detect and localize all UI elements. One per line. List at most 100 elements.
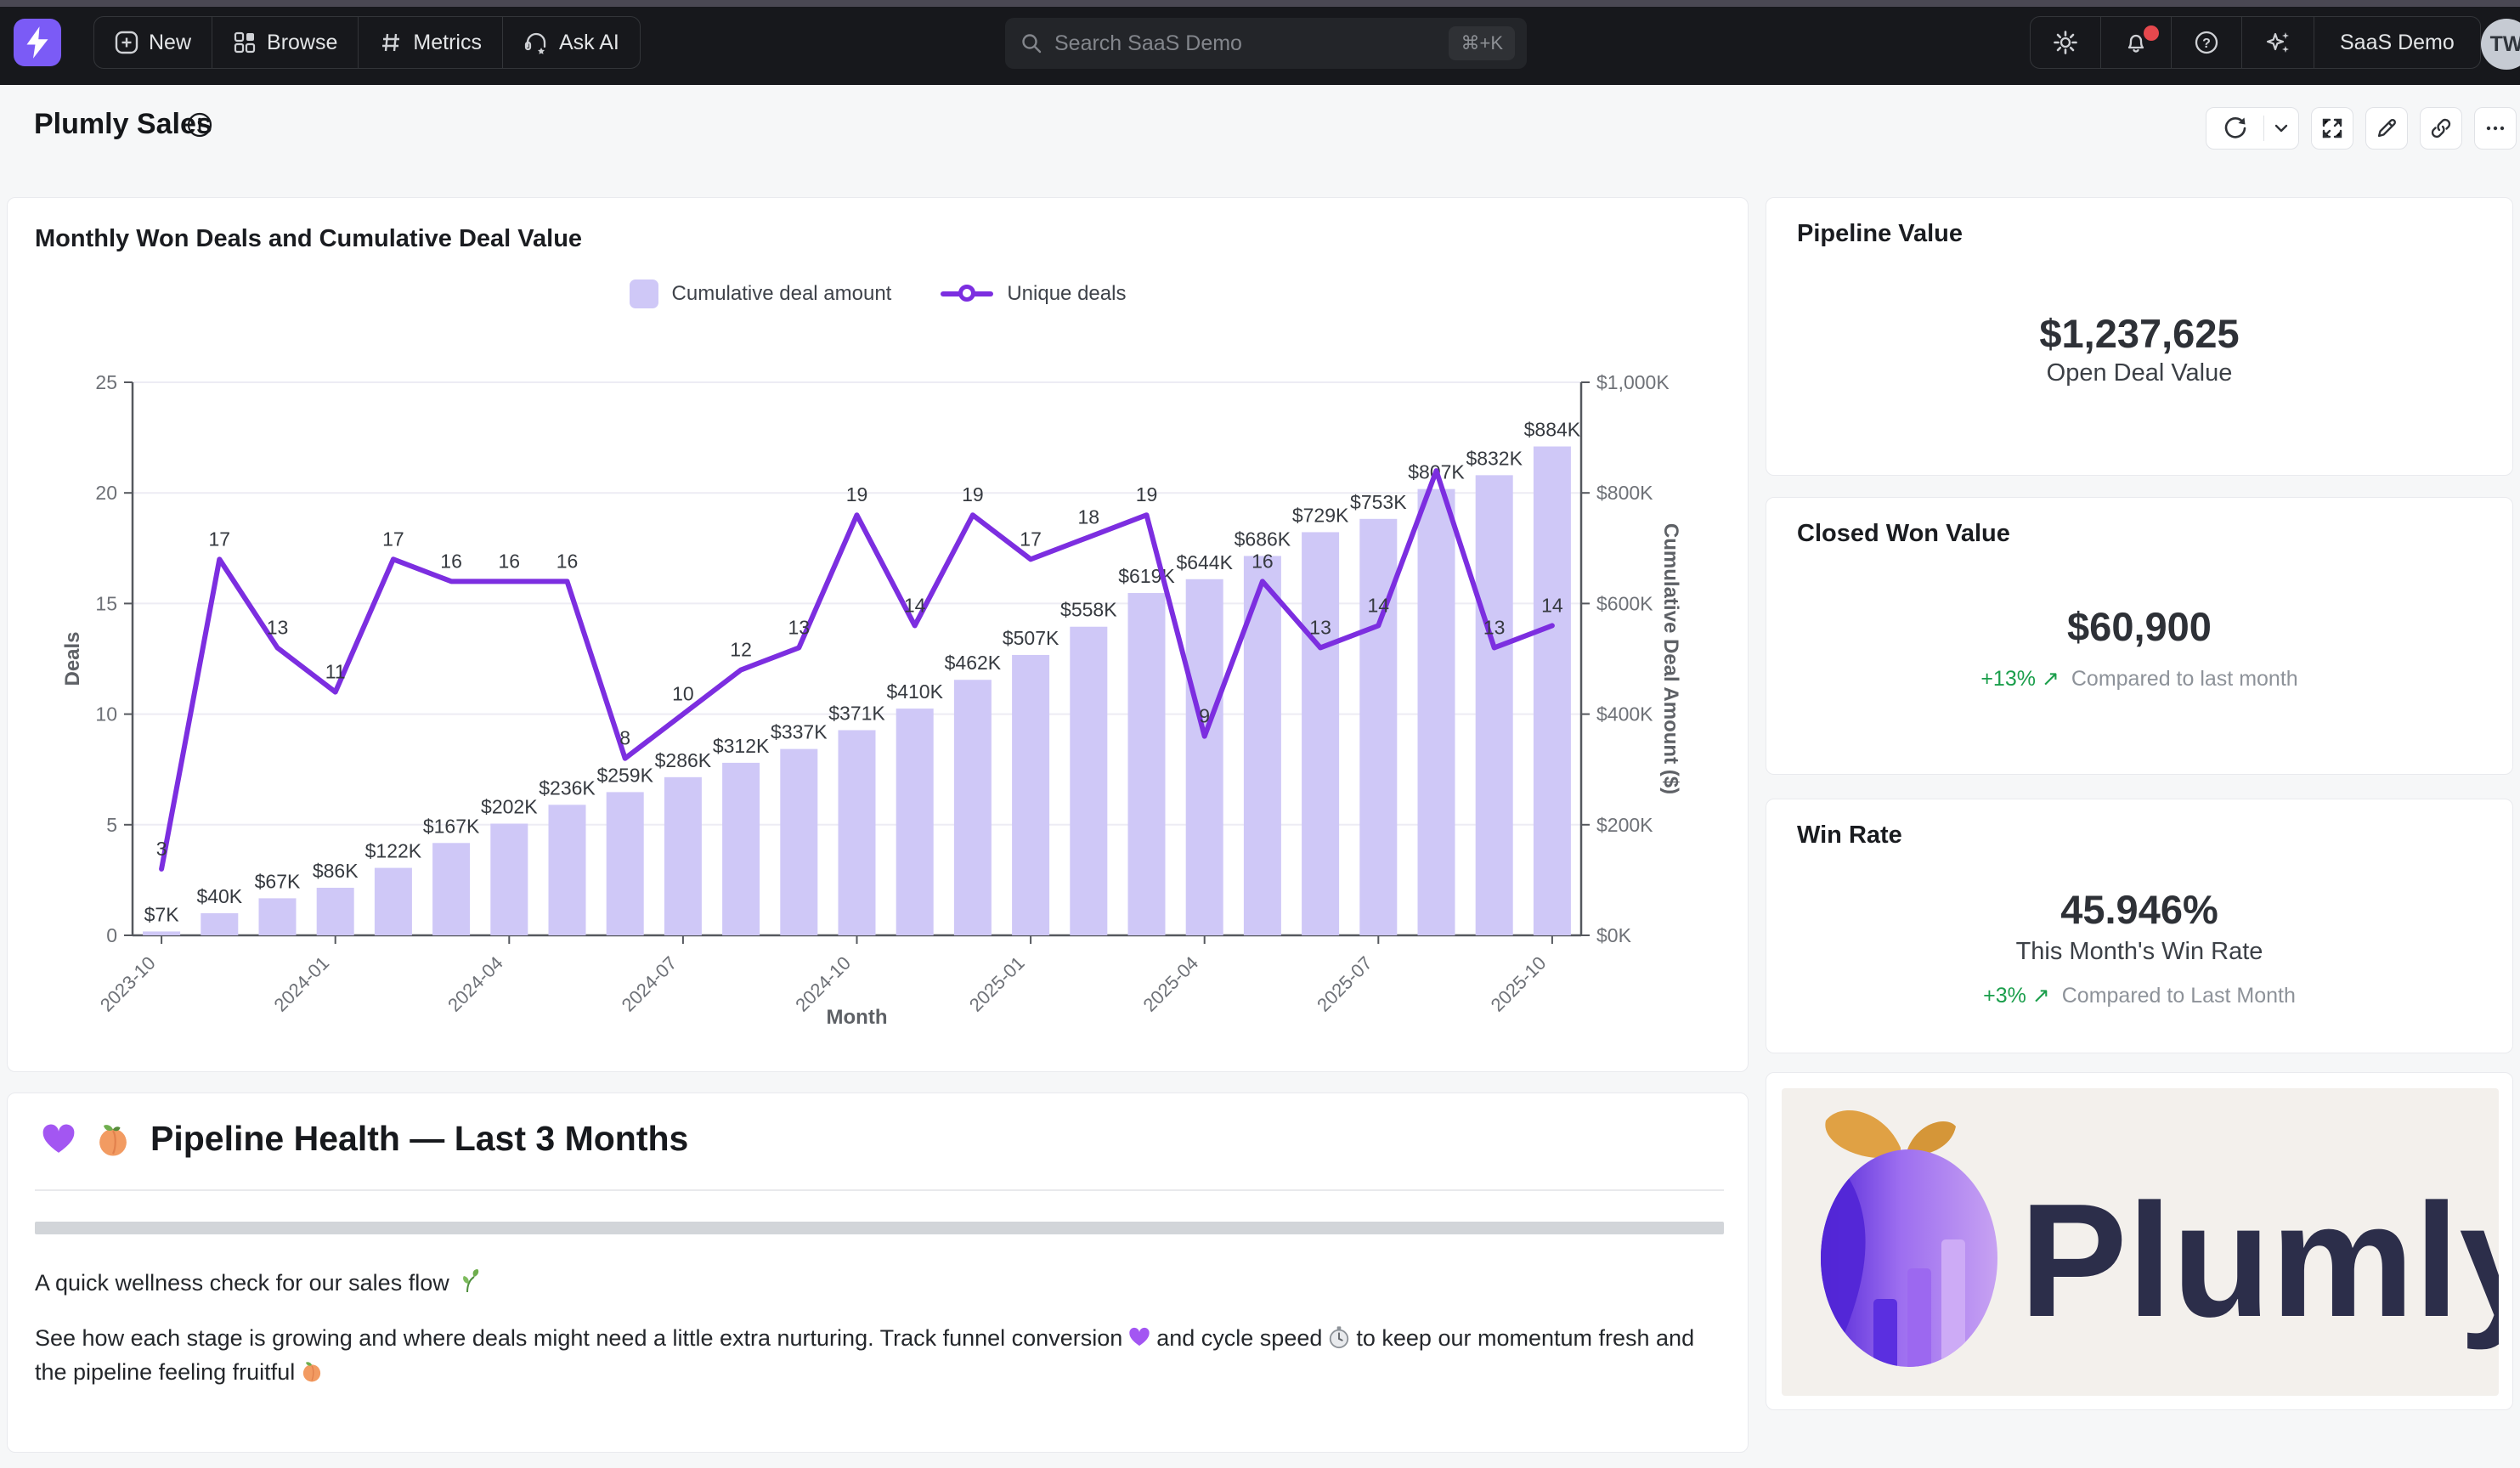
- svg-text:14: 14: [904, 594, 926, 616]
- link-icon: [2431, 118, 2451, 138]
- bar-2024-06[interactable]: [606, 792, 644, 935]
- bar-2025-02[interactable]: [1070, 626, 1108, 935]
- svg-text:0: 0: [106, 924, 117, 946]
- chart-card: Monthly Won Deals and Cumulative Deal Va…: [7, 197, 1749, 1072]
- up-arrow-icon: ↗: [2041, 667, 2060, 691]
- svg-text:16: 16: [1252, 550, 1274, 572]
- svg-text:2024-07: 2024-07: [618, 952, 681, 1016]
- bar-2024-07[interactable]: [664, 776, 702, 935]
- svg-text:$167K: $167K: [423, 815, 480, 837]
- svg-text:$259K: $259K: [596, 764, 653, 786]
- notifications-button[interactable]: [2101, 17, 2172, 68]
- bar-2024-03[interactable]: [432, 843, 471, 935]
- svg-text:2023-10: 2023-10: [96, 952, 160, 1016]
- bar-2024-08[interactable]: [722, 762, 760, 935]
- app-logo[interactable]: [14, 19, 61, 66]
- bar-2025-01[interactable]: [1012, 654, 1050, 935]
- note-heading: Pipeline Health — Last 3 Months: [35, 1119, 688, 1159]
- ask-ai-button[interactable]: Ask AI: [503, 17, 640, 68]
- bar-2024-10[interactable]: [838, 730, 876, 935]
- svg-text:19: 19: [962, 483, 984, 505]
- svg-text:$67K: $67K: [255, 870, 301, 892]
- svg-text:8: 8: [619, 727, 630, 749]
- plumly-logo: Plumly: [1821, 1110, 2499, 1367]
- svg-text:25: 25: [95, 371, 117, 393]
- info-icon[interactable]: [186, 111, 213, 138]
- help-button[interactable]: ?: [2172, 17, 2242, 68]
- purple-heart-emoji: [1129, 1327, 1150, 1347]
- peach-emoji: [303, 1362, 321, 1382]
- global-search[interactable]: ⌘+K: [1005, 18, 1527, 69]
- search-input[interactable]: [1054, 31, 1449, 56]
- settings-button[interactable]: [2031, 17, 2101, 68]
- bar-2025-07[interactable]: [1359, 518, 1398, 935]
- window-top-strip: [0, 0, 2520, 7]
- note-paragraph: See how each stage is growing and where …: [35, 1325, 1695, 1385]
- bar-2025-09[interactable]: [1475, 475, 1513, 935]
- legend-line-marker: [941, 285, 994, 302]
- note-heading-text: Pipeline Health — Last 3 Months: [150, 1119, 689, 1158]
- svg-text:13: 13: [788, 616, 811, 638]
- svg-text:13: 13: [1309, 616, 1331, 638]
- bar-2025-04[interactable]: [1185, 579, 1223, 935]
- bar-2024-04[interactable]: [490, 823, 528, 935]
- chart-legend: Cumulative deal amount Unique deals: [8, 279, 1748, 308]
- bar-2024-12[interactable]: [953, 680, 992, 935]
- nav-item-label: Metrics: [413, 30, 482, 54]
- svg-text:20: 20: [95, 482, 117, 504]
- ai-assist-button[interactable]: [2242, 17, 2314, 68]
- legend-bar-swatch: [629, 279, 658, 308]
- bar-2025-08[interactable]: [1417, 488, 1455, 935]
- chevron-down-icon[interactable]: [2264, 120, 2298, 137]
- bar-2024-02[interactable]: [374, 867, 412, 935]
- svg-text:10: 10: [95, 703, 117, 726]
- bar-2023-11[interactable]: [201, 912, 239, 935]
- metrics-button[interactable]: Metrics: [359, 17, 503, 68]
- svg-text:15: 15: [95, 592, 117, 614]
- svg-text:17: 17: [209, 528, 231, 550]
- svg-text:$122K: $122K: [365, 840, 422, 862]
- bar-2024-11[interactable]: [896, 709, 934, 935]
- bar-2025-06[interactable]: [1302, 532, 1340, 935]
- svg-text:2025-07: 2025-07: [1313, 952, 1376, 1016]
- svg-text:16: 16: [499, 550, 521, 572]
- bar-2023-12[interactable]: [258, 898, 297, 935]
- bar-2024-09[interactable]: [780, 748, 818, 935]
- bar-2024-05[interactable]: [548, 805, 586, 935]
- kpi-card-win-rate: Win Rate 45.946% This Month's Win Rate +…: [1766, 799, 2513, 1053]
- new-button[interactable]: New: [94, 17, 213, 68]
- expand-button[interactable]: [2311, 107, 2353, 150]
- bell-icon: [2127, 34, 2144, 53]
- headset-star-icon: [524, 32, 546, 54]
- bar-2024-01[interactable]: [316, 888, 354, 935]
- share-link-button[interactable]: [2420, 107, 2462, 150]
- kpi-delta: +3% ↗: [1983, 984, 2050, 1008]
- deals-chart[interactable]: 0 5 10 15 20 25 $0K $200K $400K $600K $800K $1,000K…: [8, 198, 1749, 1073]
- browse-button[interactable]: Browse: [212, 17, 359, 68]
- svg-text:2024-04: 2024-04: [444, 952, 507, 1016]
- kpi-title: Win Rate: [1797, 822, 1902, 849]
- svg-text:12: 12: [730, 639, 752, 661]
- grid-icon: [234, 31, 256, 54]
- brand-logo-card: Plumly: [1766, 1072, 2513, 1410]
- svg-text:Cumulative Deal Amount ($): Cumulative Deal Amount ($): [1659, 523, 1682, 794]
- svg-text:5: 5: [106, 814, 117, 836]
- edit-button[interactable]: [2365, 107, 2408, 150]
- svg-text:$0K: $0K: [1596, 924, 1632, 946]
- refresh-split-button[interactable]: [2206, 107, 2299, 150]
- svg-text:$753K: $753K: [1350, 491, 1407, 513]
- workspace-switcher[interactable]: SaaS Demo: [2340, 30, 2455, 54]
- unique-deals-line[interactable]: [159, 468, 1555, 872]
- avatar[interactable]: TW: [2481, 19, 2520, 70]
- stopwatch-emoji: [1330, 1326, 1349, 1349]
- svg-text:$40K: $40K: [196, 885, 242, 907]
- divider: [35, 1189, 1724, 1191]
- bar-2023-10[interactable]: [143, 931, 181, 935]
- more-options-button[interactable]: [2474, 107, 2517, 150]
- nav-item-label: New: [149, 30, 192, 54]
- purple-heart-emoji: [42, 1124, 75, 1153]
- bar-2025-03[interactable]: [1127, 593, 1166, 935]
- bar-2025-10[interactable]: [1533, 446, 1571, 935]
- svg-text:$7K: $7K: [144, 903, 180, 925]
- refresh-icon[interactable]: [2206, 116, 2264, 141]
